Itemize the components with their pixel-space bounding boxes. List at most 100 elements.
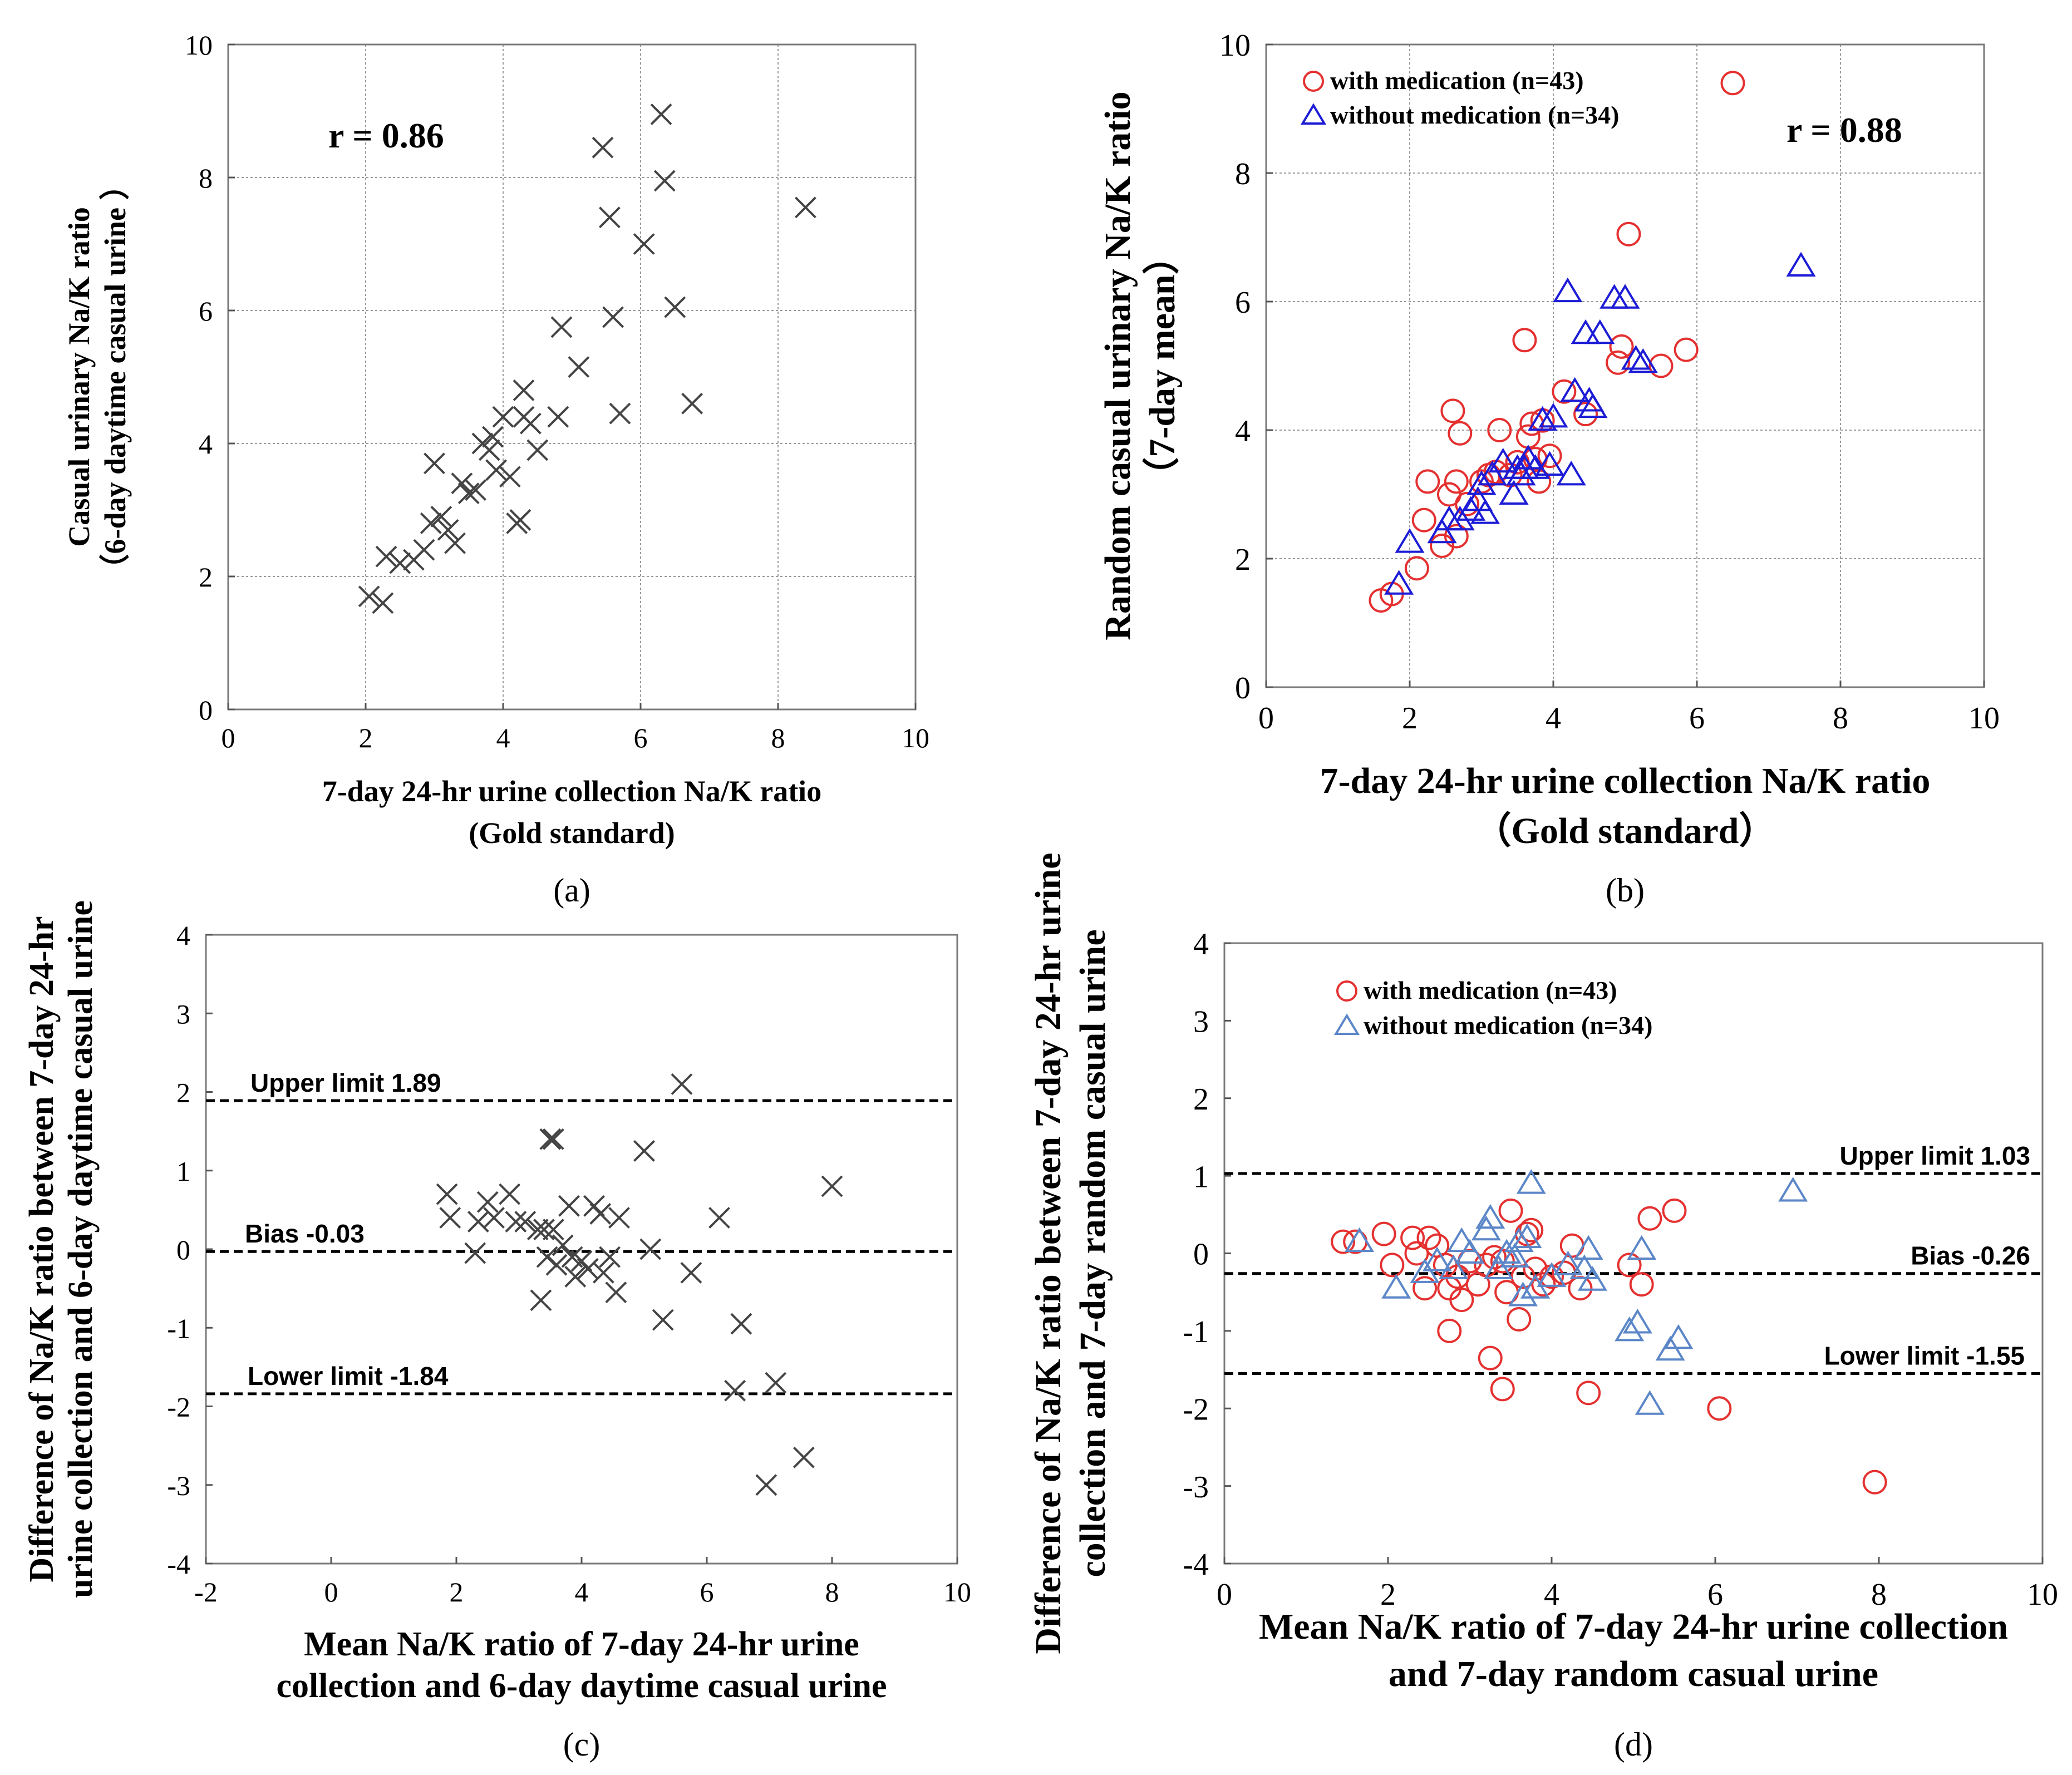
data-point xyxy=(1778,1177,1808,1202)
reference-line-label: Upper limit 1.03 xyxy=(1839,1141,2030,1170)
y-axis-title: Casual urinary Na/K ratio xyxy=(62,207,96,547)
data-point xyxy=(1412,1276,1438,1301)
data-point xyxy=(1411,507,1436,532)
data-point xyxy=(765,1372,787,1394)
data-point xyxy=(592,136,614,159)
x-axis-title: and 7-day random casual urine xyxy=(1389,1654,1878,1694)
data-point xyxy=(1552,379,1577,404)
data-point xyxy=(492,406,514,428)
data-point xyxy=(1415,469,1440,494)
data-point xyxy=(1512,1223,1542,1249)
y-tick-label: -1 xyxy=(167,1313,190,1344)
y-tick-label: 2 xyxy=(1193,1082,1209,1117)
data-point xyxy=(1437,1318,1462,1343)
data-point xyxy=(1663,1324,1694,1349)
data-point xyxy=(1606,350,1631,375)
data-point xyxy=(1707,1396,1732,1421)
x-tick-label: 4 xyxy=(575,1576,589,1608)
legend-marker xyxy=(1333,1013,1360,1036)
x-tick-label: 10 xyxy=(1968,701,2000,736)
data-point xyxy=(1585,319,1615,344)
series-0 xyxy=(1369,71,1745,613)
x-tick-label: 0 xyxy=(1258,701,1274,736)
data-point xyxy=(1371,1221,1396,1246)
series-0 xyxy=(1331,1198,1887,1495)
data-point xyxy=(530,1289,552,1311)
data-point xyxy=(483,1207,505,1229)
data-point xyxy=(1487,418,1512,442)
y-axis-title: urine collection and 6-day daytime casua… xyxy=(62,900,100,1598)
reference-line-label: Lower limit -1.55 xyxy=(1824,1342,2025,1370)
data-point xyxy=(372,592,394,614)
x-axis-title: Mean Na/K ratio of 7-day 24-hr urine col… xyxy=(1259,1606,2008,1647)
data-point xyxy=(478,439,500,461)
y-tick-label: 4 xyxy=(176,920,190,951)
legend-label: without medication (n=34) xyxy=(1330,101,1619,129)
data-point xyxy=(724,1379,746,1402)
data-point xyxy=(1577,1266,1608,1291)
data-point xyxy=(505,1211,527,1232)
data-point xyxy=(653,170,676,192)
data-point xyxy=(526,439,549,461)
series-0 xyxy=(358,103,816,614)
data-point xyxy=(375,545,397,568)
data-point xyxy=(436,1183,458,1205)
data-point xyxy=(545,1254,568,1276)
data-point xyxy=(1500,1242,1530,1268)
data-point xyxy=(1662,1198,1687,1223)
y-tick-label: 6 xyxy=(1235,285,1251,320)
legend-label: without medication (n=34) xyxy=(1364,1011,1652,1039)
legend-marker xyxy=(1336,980,1357,1002)
data-point xyxy=(1439,1254,1469,1279)
data-point xyxy=(1516,1169,1546,1194)
data-point xyxy=(558,1195,580,1217)
x-axis-title: 7-day 24-hr urine collection Na/K ratio xyxy=(322,775,821,808)
data-point xyxy=(1621,345,1651,370)
data-point xyxy=(633,1140,655,1162)
data-point xyxy=(1528,406,1558,431)
y-tick-label: 2 xyxy=(176,1077,190,1108)
panel-c: -2 0 2 4 6 8 10 -4 -3 -2 -1 0 1 2 3 4 Upper limit 1.89 Bi… xyxy=(23,900,971,1763)
x-tick-label: 0 xyxy=(1217,1577,1232,1612)
reference-line-label: Upper limit 1.89 xyxy=(250,1068,441,1097)
data-point xyxy=(550,316,573,338)
legend-marker xyxy=(1303,71,1324,92)
data-point xyxy=(499,1183,521,1205)
data-point xyxy=(1507,1306,1532,1332)
data-point xyxy=(605,1281,627,1304)
data-point xyxy=(533,1219,555,1241)
data-point xyxy=(794,196,816,219)
y-tick-label: -3 xyxy=(1183,1470,1209,1505)
x-axis-title: (Gold standard) xyxy=(469,816,675,850)
y-tick-label: 8 xyxy=(199,162,213,194)
x-tick-label: 4 xyxy=(496,722,510,753)
data-point xyxy=(482,426,504,448)
x-tick-label: 0 xyxy=(324,1576,338,1608)
data-point xyxy=(420,512,442,534)
x-tick-label: 10 xyxy=(943,1576,971,1608)
data-point xyxy=(1504,1227,1534,1253)
y-tick-label: 3 xyxy=(1193,1005,1209,1039)
y-tick-label: 2 xyxy=(1235,543,1251,577)
correlation-annotation: r = 0.88 xyxy=(1786,110,1902,150)
data-point xyxy=(1448,421,1473,446)
data-point xyxy=(599,1246,621,1268)
y-axis-title: Difference of Na/K ratio between 7-day 2… xyxy=(1028,852,1069,1654)
correlation-annotation: r = 0.86 xyxy=(328,116,444,155)
data-point xyxy=(1616,221,1641,246)
y-axis-title: Difference of Na/K ratio between 7-day 2… xyxy=(23,916,61,1582)
y-tick-label: 6 xyxy=(199,295,213,327)
data-point xyxy=(730,1313,752,1335)
x-tick-label: 2 xyxy=(450,1576,464,1608)
data-point xyxy=(358,585,380,608)
data-point xyxy=(1380,1253,1405,1278)
y-tick-label: 4 xyxy=(199,428,213,460)
data-point xyxy=(1571,319,1601,344)
series-1 xyxy=(1345,1169,1808,1415)
y-tick-label: 10 xyxy=(1219,28,1251,63)
data-point xyxy=(755,1474,777,1496)
reference-line-label: Bias -0.26 xyxy=(1911,1241,2030,1270)
y-tick-label: -4 xyxy=(1183,1547,1209,1582)
data-point xyxy=(1446,1227,1477,1253)
x-tick-label: 6 xyxy=(1707,1577,1723,1612)
